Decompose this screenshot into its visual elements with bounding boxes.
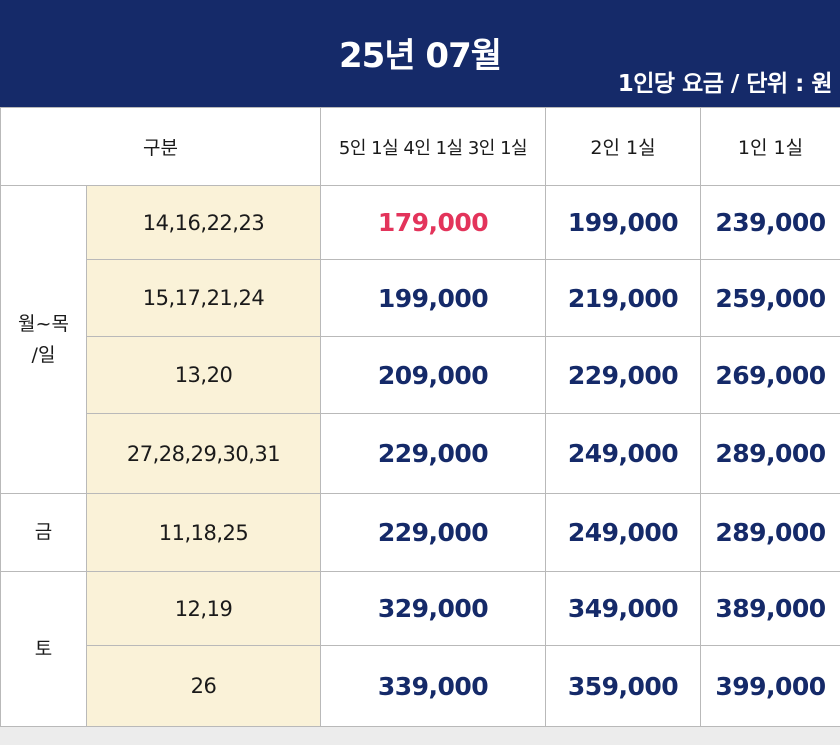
unit-note: 1인당 요금 / 단위 : 원 <box>617 71 833 97</box>
price-cell-double: 199,000 <box>545 185 701 260</box>
price-cell-multi: 209,000 <box>320 336 546 414</box>
dates-cell: 26 <box>86 645 321 727</box>
table-row: 26 339,000 359,000 399,000 <box>1 645 840 727</box>
table-header-row: 구분 5인 1실 4인 1실 3인 1실 2인 1실 1인 1실 <box>0 107 840 186</box>
group-label-line: 월~목 <box>18 312 69 335</box>
table-row: 15,17,21,24 199,000 219,000 259,000 <box>1 259 840 337</box>
table-row: 토 12,19 329,000 349,000 389,000 <box>0 571 840 727</box>
price-cell-double: 229,000 <box>545 336 701 414</box>
price-cell-multi: 329,000 <box>320 571 546 646</box>
dates-cell: 14,16,22,23 <box>86 185 321 260</box>
col-header-single: 1인 1실 <box>700 107 840 186</box>
table-row: 27,28,29,30,31 229,000 249,000 289,000 <box>1 413 840 494</box>
price-cell-double: 359,000 <box>545 645 701 727</box>
price-cell-double: 249,000 <box>545 493 701 572</box>
dates-cell: 27,28,29,30,31 <box>86 413 321 494</box>
price-cell-single: 399,000 <box>700 645 840 727</box>
header-banner: 25년 07월 1인당 요금 / 단위 : 원 <box>0 0 840 107</box>
price-cell-single: 269,000 <box>700 336 840 414</box>
price-cell-single: 289,000 <box>700 493 840 572</box>
price-cell-single: 389,000 <box>700 571 840 646</box>
page-title: 25년 07월 <box>338 36 502 76</box>
group-label-friday: 금 <box>0 493 87 572</box>
table-row: 월~목 /일 14,16,22,23 179,000 199,000 239,0… <box>0 185 840 494</box>
dates-cell: 11,18,25 <box>86 493 321 572</box>
group-label-saturday: 토 <box>0 571 87 727</box>
dates-cell: 12,19 <box>86 571 321 646</box>
price-table: 구분 5인 1실 4인 1실 3인 1실 2인 1실 1인 1실 월~목 /일 … <box>0 107 840 727</box>
price-cell-double: 219,000 <box>545 259 701 337</box>
dates-cell: 13,20 <box>86 336 321 414</box>
col-header-double: 2인 1실 <box>545 107 701 186</box>
group-label-weekday: 월~목 /일 <box>0 185 87 494</box>
price-cell-double: 349,000 <box>545 571 701 646</box>
col-header-multi: 5인 1실 4인 1실 3인 1실 <box>320 107 546 186</box>
price-cell-multi: 199,000 <box>320 259 546 337</box>
price-cell-double: 249,000 <box>545 413 701 494</box>
price-cell-single: 259,000 <box>700 259 840 337</box>
table-row: 금 11,18,25 229,000 249,000 289,000 <box>0 493 840 572</box>
price-cell-single: 289,000 <box>700 413 840 494</box>
price-cell-multi: 229,000 <box>320 413 546 494</box>
col-header-category: 구분 <box>0 107 321 186</box>
price-cell-multi: 229,000 <box>320 493 546 572</box>
group-label-line: /일 <box>31 343 56 366</box>
price-cell-multi: 179,000 <box>320 185 546 260</box>
price-cell-multi: 339,000 <box>320 645 546 727</box>
dates-cell: 15,17,21,24 <box>86 259 321 337</box>
price-cell-single: 239,000 <box>700 185 840 260</box>
table-row: 13,20 209,000 229,000 269,000 <box>1 336 840 414</box>
